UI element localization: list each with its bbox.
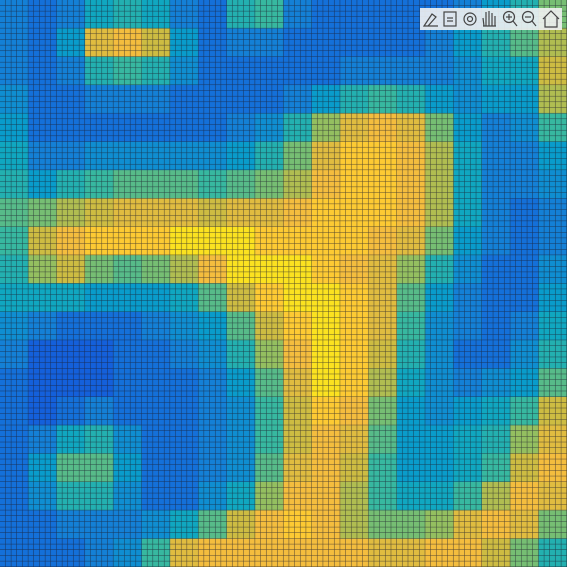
datatip-button[interactable] [443,11,457,27]
home-button[interactable] [542,10,560,28]
rotate-button[interactable] [463,12,477,26]
toolbar-background [420,8,562,30]
brush-button[interactable] [422,13,438,27]
zoom-out-button[interactable] [521,10,537,27]
zoom-in-button[interactable] [502,10,518,27]
pan-button[interactable] [482,11,496,27]
axes-toolbar [420,8,562,30]
